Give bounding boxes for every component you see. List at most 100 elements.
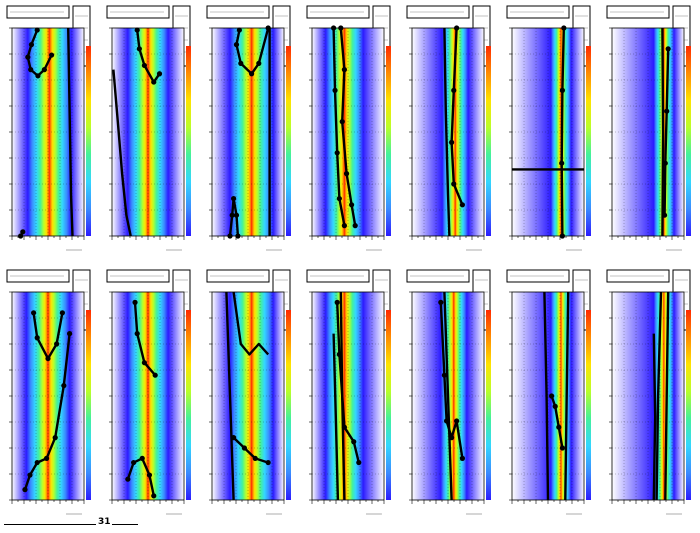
curve-point (125, 476, 131, 482)
panel-r2c6 (506, 269, 591, 515)
curve-line (564, 291, 570, 501)
curve-point (61, 383, 67, 389)
curve-point (252, 455, 258, 461)
colorbar (286, 310, 291, 500)
footer-tail (112, 524, 138, 525)
curve-point (438, 299, 444, 305)
curve-point (151, 79, 157, 85)
colorbar (286, 46, 291, 236)
curve-point (441, 372, 447, 378)
curve-point (20, 229, 26, 235)
curve-line (443, 27, 451, 237)
curve-point (349, 202, 355, 208)
curve-point (343, 171, 350, 177)
curve-line (655, 291, 663, 501)
curve-point (256, 60, 262, 66)
curve-point (134, 27, 140, 33)
curve-point (28, 67, 34, 73)
curve-line (652, 333, 657, 501)
curve-point (549, 393, 555, 399)
panel-r1c1 (6, 5, 91, 251)
curve-line (332, 333, 340, 501)
panel-r1c6 (506, 5, 591, 251)
panel-r1c5 (406, 5, 491, 251)
curve-point (131, 459, 137, 466)
curve-point (41, 67, 48, 73)
panel-r1c3 (206, 5, 291, 251)
curve-line (339, 291, 346, 501)
curve-point (59, 310, 65, 316)
colorbar (386, 46, 391, 236)
curve-point (49, 52, 55, 58)
curve-point (34, 335, 40, 341)
curve-point (561, 25, 567, 31)
curve-point (665, 46, 671, 52)
colorbar (686, 46, 691, 236)
curve-point (18, 233, 24, 239)
curve-point (552, 403, 558, 409)
colorbar (86, 310, 91, 500)
curve-point (54, 341, 60, 347)
colorbar (86, 46, 91, 236)
curve-point (332, 87, 338, 93)
footer-line (4, 524, 96, 525)
curve-point (341, 67, 347, 73)
colorbar (186, 46, 191, 236)
colorbar (586, 46, 591, 236)
curve-point (52, 435, 58, 441)
curve-point (139, 455, 145, 461)
colorbar (586, 310, 591, 500)
curve-point (28, 42, 35, 48)
colorbar (386, 310, 391, 500)
curve-point (151, 493, 157, 499)
curve-point (229, 212, 235, 218)
curve-point (132, 299, 138, 305)
curve-point (664, 108, 670, 114)
colorbar (186, 310, 191, 500)
curve-point (156, 71, 163, 77)
curve-line (232, 291, 270, 356)
curve-point (449, 139, 455, 145)
colorbar (486, 46, 491, 236)
curve-point (559, 160, 565, 166)
curve-point (43, 455, 50, 461)
curve-point (559, 87, 566, 93)
curve-point (141, 62, 147, 69)
panel-r2c7 (606, 269, 691, 515)
curve-point (559, 445, 566, 451)
curve-point (459, 455, 465, 461)
curve-line (339, 27, 357, 226)
colorbar (486, 310, 491, 500)
curve-point (249, 71, 255, 77)
curve-point (34, 459, 40, 466)
curve-point (136, 46, 142, 52)
curve-point (236, 27, 242, 33)
curve-line (560, 27, 565, 237)
curve-point (25, 54, 31, 60)
curve-line (67, 27, 74, 237)
curve-point (231, 195, 237, 202)
curve-point (227, 233, 233, 239)
curve-point (451, 87, 457, 93)
curve-point (67, 331, 73, 337)
curve-line (664, 291, 670, 501)
panel-r2c1 (6, 269, 91, 515)
panel-r1c7 (606, 5, 691, 251)
panel-r1c2 (106, 5, 191, 251)
curve-point (352, 223, 358, 229)
curve-line (550, 395, 564, 449)
curve-point (235, 233, 241, 239)
curve-point (35, 73, 41, 79)
curve-point (338, 25, 344, 31)
curve-point (351, 439, 357, 445)
panel-r2c5 (406, 269, 491, 515)
curve-line (663, 48, 670, 216)
curve-point (141, 360, 147, 366)
curve-point (134, 331, 140, 337)
curve-point (334, 150, 340, 156)
curve-point (336, 195, 342, 202)
curve-point (341, 223, 347, 229)
curve-point (459, 202, 465, 208)
colorbar (686, 310, 691, 500)
